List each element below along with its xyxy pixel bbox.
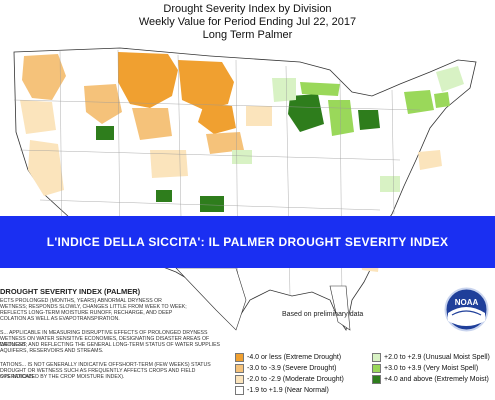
legend-note-line: DROUGHT OR WETNESS SUCH AS FREQUENTLY AF…	[0, 368, 196, 381]
moist-region-georgia	[380, 176, 400, 192]
legend-label: +2.0 to +2.9 (Unusual Moist Spell)	[384, 354, 490, 361]
moist-region-new-mexico	[200, 196, 224, 212]
legend-swatch	[372, 353, 381, 362]
legend-label: +3.0 to +3.9 (Very Moist Spell)	[384, 365, 479, 372]
legend-note-line: WETNESS; RESPONDS SLOWLY, CHANGES LITTLE…	[0, 304, 187, 310]
drought-region-montana	[118, 52, 178, 108]
legend-note-line: S IS INDICATED BY THE CROP MOISTURE INDE…	[0, 374, 125, 380]
moist-region-michigan	[328, 100, 354, 136]
noaa-logo: NOAA	[444, 287, 489, 332]
legend-swatch	[372, 375, 381, 384]
map-subtitle: Weekly Value for Period Ending Jul 22, 2…	[138, 16, 357, 28]
legend-swatch	[235, 353, 244, 362]
legend-item-near-normal: -1.9 to +1.9 (Near Normal)	[235, 386, 329, 395]
legend-label: -2.0 to -2.9 (Moderate Drought)	[247, 376, 344, 383]
legend-item-extreme-drought: -4.0 or less (Extreme Drought)	[235, 353, 341, 362]
moist-region-montana-sw	[96, 126, 114, 140]
map-index-type: Long Term Palmer	[202, 29, 293, 41]
severe-drought-wyoming	[132, 108, 172, 140]
legend-swatch	[372, 364, 381, 373]
legend-label: -4.0 or less (Extreme Drought)	[247, 354, 342, 361]
legend-heading: DROUGHT SEVERITY INDEX (PALMER)	[0, 287, 141, 296]
legend-label: +4.0 and above (Extremely Moist)	[384, 376, 489, 383]
moist-region-ohio	[358, 110, 380, 130]
legend-note-line: AQUIFERS, RESERVOIRS AND STREAMS.	[0, 348, 104, 354]
severe-drought-northwest	[22, 54, 66, 100]
moderate-drought-virginia	[418, 150, 442, 170]
florida-peninsula	[329, 285, 351, 331]
drought-region-dakotas-south	[198, 104, 236, 134]
legend-note-line: ECTS PROLONGED (MONTHS, YEARS) ABNORMAL …	[0, 298, 162, 304]
legend-swatch	[235, 364, 244, 373]
severe-drought-nebraska	[206, 132, 244, 154]
moderate-drought-colorado	[150, 150, 188, 178]
map-title: Drought Severity Index by Division	[163, 3, 332, 15]
legend-note-line: REFLECTS LONG-TERM MOISTURE RUNOFF, RECH…	[0, 310, 173, 316]
legend-note-line: WETNESS; AND REFLECTING THE GENERAL LONG…	[0, 342, 221, 348]
moderate-drought-california	[28, 140, 64, 196]
moderate-drought-iowa	[246, 106, 272, 126]
legend-label: -1.9 to +1.9 (Near Normal)	[247, 387, 329, 394]
legend-swatch	[235, 375, 244, 384]
legend-label: -3.0 to -3.9 (Severe Drought)	[247, 365, 337, 372]
moist-region-colorado	[156, 190, 172, 202]
preliminary-data-note: Based on preliminary data	[282, 311, 364, 318]
drought-region-dakotas	[178, 60, 234, 110]
severe-drought-idaho	[84, 84, 122, 124]
legend-item-severe-drought: -3.0 to -3.9 (Severe Drought)	[235, 364, 337, 373]
legend-note-line: WETNESS ON WATER SENSITIVE ECONOMIES, DE…	[0, 336, 210, 349]
legend-item-unusual-moist: +2.0 to +2.9 (Unusual Moist Spell)	[372, 353, 490, 362]
legend-item-very-moist: +3.0 to +3.9 (Very Moist Spell)	[372, 364, 478, 373]
moderate-drought-oregon	[20, 100, 56, 134]
legend-note-line: S... APPLICABLE IN MEASURING DISRUPTIVE …	[0, 330, 208, 336]
moist-region-new-england	[436, 66, 464, 92]
moist-region-minnesota	[272, 78, 296, 102]
moist-region-wisconsin	[288, 94, 324, 132]
legend-note-line: COLATION AS WELL AS EVAPOTRANSPIRATION.	[0, 316, 120, 322]
legend-item-extremely-moist: +4.0 and above (Extremely Moist)	[372, 375, 489, 384]
moist-region-kansas	[232, 150, 252, 164]
banner-text: L'INDICE DELLA SICCITA': IL PALMER DROUG…	[46, 235, 449, 249]
texas-florida-lower	[175, 267, 247, 331]
legend-note-line: TATIONS... IS NOT GENERALLY INDICATIVE O…	[0, 362, 211, 368]
moist-region-michigan-up	[300, 82, 340, 96]
overlay-banner: L'INDICE DELLA SICCITA': IL PALMER DROUG…	[0, 216, 495, 268]
moist-region-new-england-2	[434, 92, 450, 108]
moist-region-new-york	[404, 90, 434, 114]
legend-swatch	[235, 386, 244, 395]
svg-text:NOAA: NOAA	[455, 298, 479, 307]
legend-item-moderate-drought: -2.0 to -2.9 (Moderate Drought)	[235, 375, 344, 384]
